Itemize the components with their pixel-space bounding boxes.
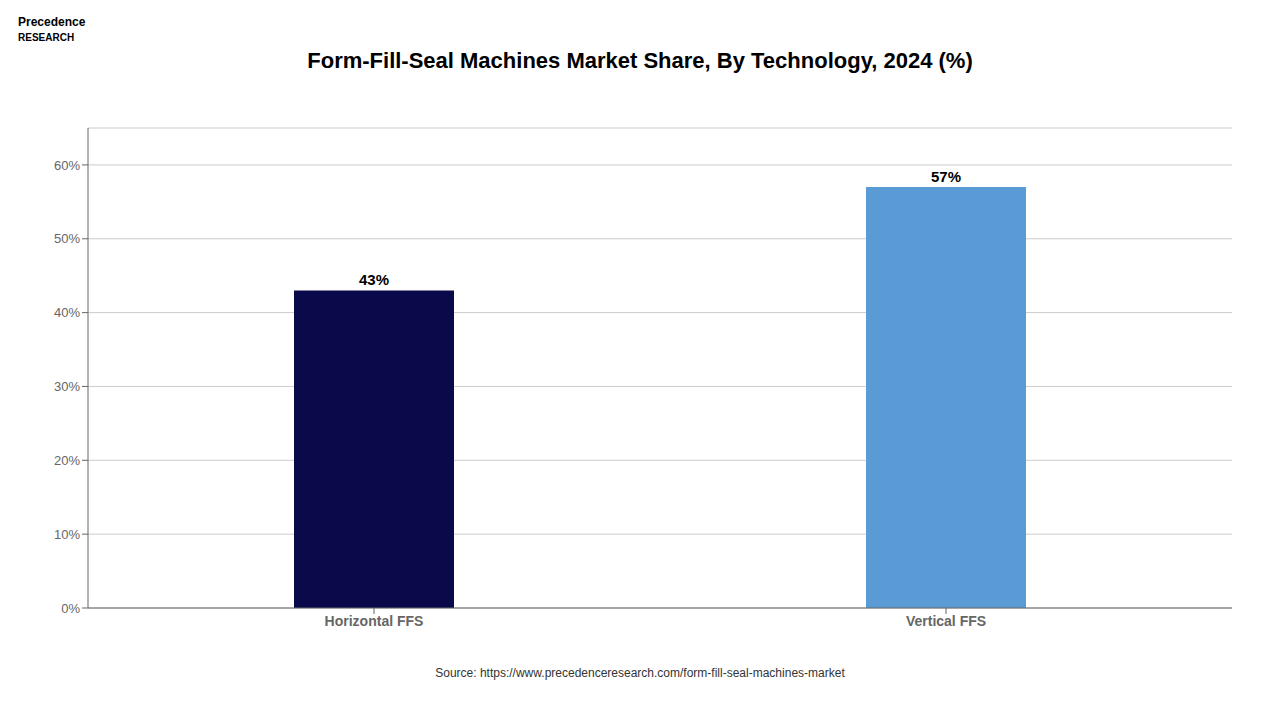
svg-text:43%: 43%	[359, 271, 389, 288]
html-text:Form-Fill-Seal Machines Market: Form-Fill-Seal Machines Market Share, By…	[307, 48, 973, 73]
svg-text:10%: 10%	[54, 527, 80, 542]
html-text:Precedence: Precedence	[18, 15, 86, 29]
svg-text:0%: 0%	[61, 601, 80, 616]
svg-text:Vertical FFS: Vertical FFS	[906, 613, 986, 629]
html-text:Source: https://www.precedence: Source: https://www.precedenceresearch.c…	[435, 666, 845, 680]
svg-text:50%: 50%	[54, 231, 80, 246]
svg-text:Horizontal FFS: Horizontal FFS	[325, 613, 424, 629]
html-text:RESEARCH: RESEARCH	[18, 32, 75, 43]
svg-text:60%: 60%	[54, 158, 80, 173]
svg-text:40%: 40%	[54, 305, 80, 320]
svg-text:30%: 30%	[54, 379, 80, 394]
svg-text:57%: 57%	[931, 168, 961, 185]
svg-text:20%: 20%	[54, 453, 80, 468]
